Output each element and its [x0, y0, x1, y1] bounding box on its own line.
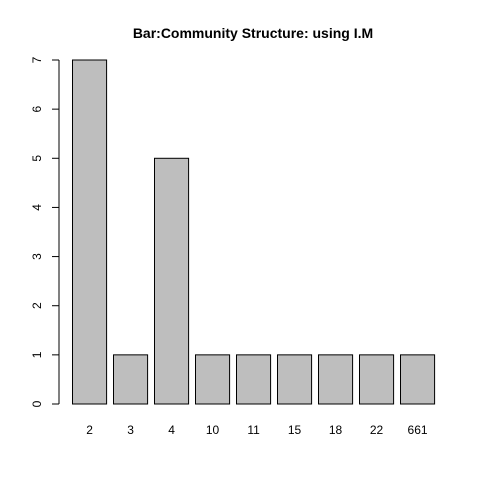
- y-tick-label-3: 3: [30, 253, 44, 260]
- bar-4: [154, 157, 190, 405]
- x-tick-label-661: 661: [408, 423, 428, 437]
- bar-661: [400, 354, 436, 405]
- y-tick-label-1: 1: [30, 351, 44, 358]
- bar-18: [318, 354, 354, 405]
- bar-3: [113, 354, 149, 405]
- bars-group: [72, 59, 436, 405]
- x-tick-label-4: 4: [168, 423, 175, 437]
- y-axis: 0 1 2 3 4 5 6 7: [30, 56, 60, 407]
- x-tick-label-11: 11: [247, 423, 260, 437]
- x-tick-label-10: 10: [206, 423, 220, 437]
- bar-2: [72, 59, 108, 405]
- y-tick-label-6: 6: [30, 105, 44, 112]
- chart-title: Bar:Community Structure: using I.M: [133, 25, 373, 41]
- bar-15: [277, 354, 313, 405]
- x-tick-label-3: 3: [127, 423, 134, 437]
- bar-22: [359, 354, 395, 405]
- x-tick-label-18: 18: [329, 423, 343, 437]
- x-tick-label-15: 15: [288, 423, 302, 437]
- y-tick-label-2: 2: [30, 302, 44, 309]
- y-tick-label-5: 5: [30, 155, 44, 162]
- x-tick-labels: 2 3 4 10 11 15 18 22 661: [86, 423, 428, 437]
- y-tick-label-4: 4: [30, 204, 44, 211]
- bar-11: [236, 354, 272, 405]
- y-tick-label-7: 7: [30, 56, 44, 63]
- bar-10: [195, 354, 231, 405]
- y-tick-label-0: 0: [30, 400, 44, 407]
- x-tick-label-22: 22: [370, 423, 384, 437]
- x-tick-label-2: 2: [86, 423, 93, 437]
